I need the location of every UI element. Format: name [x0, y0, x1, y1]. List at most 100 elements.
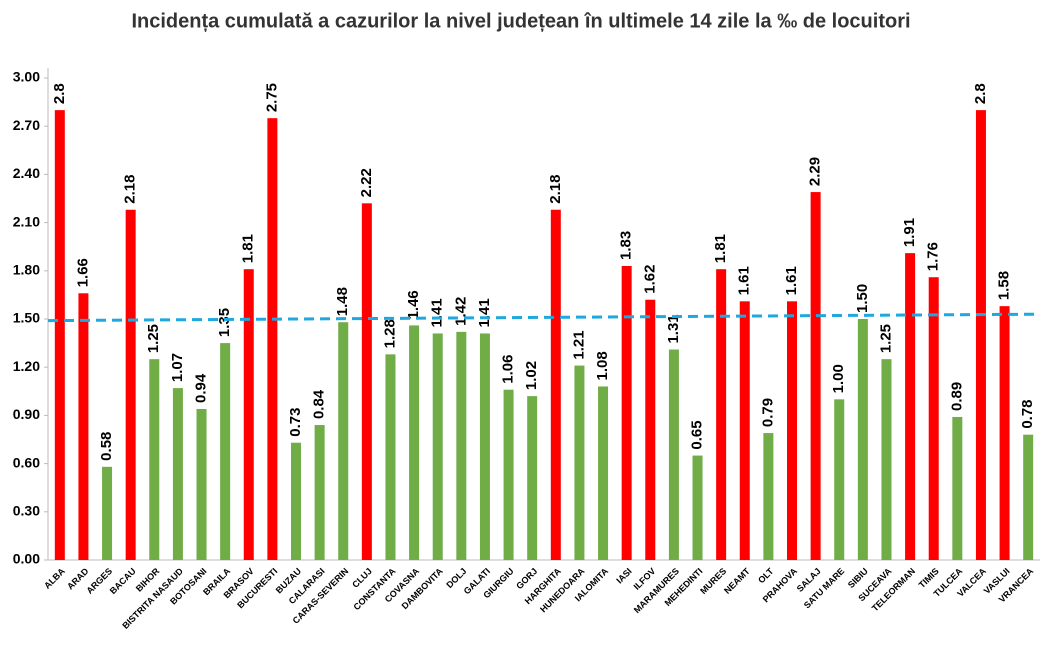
data-label: 0.65 — [688, 420, 705, 449]
bar — [928, 277, 939, 560]
bar — [645, 299, 656, 560]
data-label: 2.18 — [122, 175, 139, 204]
data-label: 1.07 — [169, 353, 186, 382]
bar — [220, 343, 231, 560]
y-tick-label: 0.00 — [13, 551, 40, 567]
bar — [54, 110, 65, 560]
data-label: 1.25 — [877, 324, 894, 353]
bar — [834, 399, 845, 560]
y-tick-label: 2.70 — [13, 117, 40, 133]
bar — [361, 203, 372, 560]
data-label: 1.41 — [429, 298, 446, 327]
bar — [125, 209, 136, 560]
y-tick-label: 1.50 — [13, 310, 40, 326]
bar — [1023, 434, 1034, 560]
data-label: 1.83 — [618, 231, 635, 260]
y-tick-label: 1.80 — [13, 262, 40, 278]
bar — [716, 269, 727, 560]
bar — [314, 425, 325, 560]
data-label: 1.50 — [854, 284, 871, 313]
bar — [550, 209, 561, 560]
bar — [291, 442, 301, 560]
data-label: 1.61 — [736, 266, 753, 295]
bar — [503, 389, 514, 560]
data-label: 2.29 — [807, 157, 824, 186]
y-tick-label: 0.30 — [13, 503, 40, 519]
bar — [999, 306, 1010, 560]
bar — [692, 455, 703, 560]
data-label: 2.18 — [547, 175, 564, 204]
bar — [598, 386, 609, 560]
data-label: 1.46 — [405, 290, 422, 319]
data-label: 1.25 — [145, 324, 162, 353]
x-tick-label: ALBA — [42, 566, 67, 591]
bar — [787, 301, 797, 560]
data-label: 2.8 — [51, 83, 68, 104]
bar — [668, 349, 679, 560]
data-label: 0.94 — [192, 373, 209, 403]
data-label: 0.79 — [759, 398, 776, 427]
bar — [243, 269, 254, 560]
y-tick-label: 1.20 — [13, 358, 40, 374]
data-label: 2.75 — [263, 83, 280, 112]
data-label: 0.58 — [98, 432, 115, 461]
x-tick-label: IASI — [614, 566, 633, 585]
bar — [196, 408, 207, 560]
data-label: 0.73 — [287, 408, 304, 437]
bar — [78, 293, 89, 560]
data-label: 1.81 — [240, 234, 257, 263]
bar — [621, 265, 632, 560]
bar — [881, 359, 892, 560]
data-label: 1.41 — [476, 298, 493, 327]
data-label: 1.31 — [665, 314, 682, 343]
bar — [763, 433, 774, 560]
reference-line — [47, 312, 1041, 323]
bar — [267, 118, 278, 561]
y-tick-label: 2.40 — [13, 165, 40, 181]
bar — [432, 333, 443, 560]
x-tick-label: BACAU — [108, 566, 138, 596]
bar — [810, 192, 821, 560]
data-label: 0.89 — [948, 382, 965, 411]
y-tick-label: 0.60 — [13, 454, 40, 470]
data-label: 1.42 — [452, 297, 469, 326]
bar — [172, 388, 183, 560]
data-label: 1.58 — [996, 271, 1013, 300]
data-label: 1.35 — [216, 308, 233, 337]
bar — [975, 110, 986, 560]
data-label: 1.62 — [641, 265, 658, 294]
data-label: 1.76 — [925, 242, 942, 271]
data-label: 1.81 — [712, 234, 729, 263]
bar — [739, 301, 750, 560]
bar — [149, 359, 160, 560]
data-label: 1.02 — [523, 361, 540, 390]
bar — [952, 417, 963, 560]
bar — [456, 331, 467, 560]
data-label: 2.22 — [358, 168, 375, 197]
y-tick-label: 0.90 — [13, 406, 40, 422]
bar — [385, 354, 396, 560]
x-tick-label: NEAMT — [722, 566, 752, 596]
data-label: 0.78 — [1019, 399, 1036, 428]
y-tick-label: 3.00 — [13, 69, 40, 85]
bar — [102, 466, 113, 560]
bar — [409, 325, 420, 560]
chart-title: Incidența cumulată a cazurilor la nivel … — [131, 10, 910, 32]
data-label: 1.61 — [783, 266, 800, 295]
data-label: 1.06 — [500, 354, 517, 383]
data-label: 1.66 — [74, 258, 91, 287]
y-tick-label: 2.10 — [13, 213, 40, 229]
data-label: 1.48 — [334, 287, 351, 316]
bar — [527, 396, 538, 560]
bar — [479, 333, 490, 560]
x-tick-label: OLT — [756, 566, 776, 586]
data-label: 1.08 — [594, 351, 611, 380]
bar — [905, 253, 916, 561]
data-label: 2.8 — [972, 83, 989, 104]
data-label: 0.84 — [311, 389, 328, 419]
data-label: 1.28 — [381, 319, 398, 348]
data-label: 1.21 — [570, 330, 587, 359]
data-label: 1.91 — [901, 218, 918, 247]
bar — [574, 365, 585, 560]
